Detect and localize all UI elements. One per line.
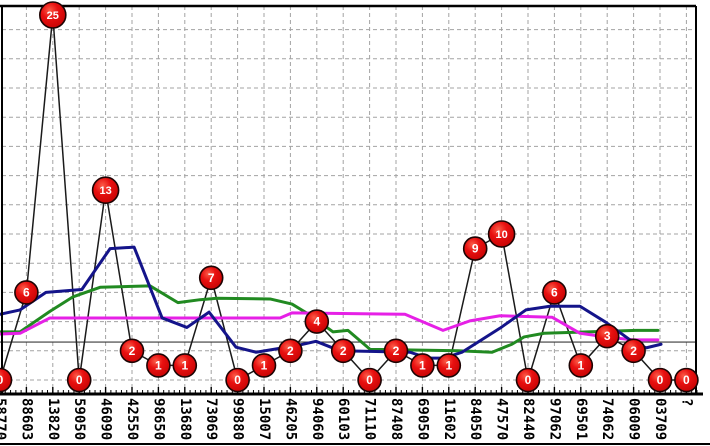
x-axis-label: 84050 <box>467 398 483 440</box>
marker-value: 2 <box>393 344 400 358</box>
x-axis <box>0 387 703 396</box>
x-axis-label: 13680 <box>177 398 193 440</box>
marker-value: 6 <box>23 285 30 299</box>
marker-ball <box>487 220 516 248</box>
marker-ball <box>225 367 250 393</box>
x-axis-label: 03709 <box>652 398 668 440</box>
marker-ball <box>198 265 224 291</box>
marker-value: 1 <box>577 358 584 372</box>
x-axis-label: 98650 <box>150 398 166 440</box>
x-axis-label: 87408 <box>388 398 404 440</box>
marker-value: 2 <box>630 344 637 358</box>
x-axis-label: 74062 <box>599 398 615 440</box>
marker-ball <box>278 338 303 364</box>
x-axis-label: 71110 <box>362 398 378 440</box>
marker-value: 0 <box>657 373 664 387</box>
x-axis-label: 82440 <box>520 398 536 440</box>
marker-value: 2 <box>129 344 136 358</box>
marker-ball <box>66 367 92 393</box>
x-axis-label: 06009 <box>626 398 642 440</box>
marker-value: 0 <box>683 373 690 387</box>
marker-value: 7 <box>208 271 215 285</box>
marker-ball <box>330 338 356 364</box>
marker-value: 10 <box>495 229 507 241</box>
marker-ball <box>0 367 13 393</box>
x-axis-label: 13820 <box>45 398 61 440</box>
series-trend-navy-line <box>0 245 663 360</box>
marker-value: 0 <box>366 373 373 387</box>
marker-value: 2 <box>340 344 347 358</box>
marker-value: 1 <box>155 358 162 372</box>
marker-ball <box>357 367 382 393</box>
marker-value: 1 <box>261 358 268 372</box>
x-axis-label: 15007 <box>256 398 272 440</box>
marker-ball <box>515 367 541 393</box>
x-axis-label: 60103 <box>335 398 351 440</box>
x-axis-label: 46205 <box>282 398 298 440</box>
marker-ball <box>410 353 435 378</box>
marker-value: 1 <box>445 358 452 372</box>
marker-ball <box>542 280 567 305</box>
data-point-markers: 062501321170124202119100613200 <box>0 1 699 393</box>
x-axis-label: 97062 <box>546 398 562 440</box>
series-trend-green-line <box>0 284 660 354</box>
marker-value: 1 <box>419 358 426 372</box>
marker-ball <box>91 176 120 204</box>
x-axis-label: 58770 <box>0 398 8 440</box>
x-axis-label: 73069 <box>203 398 219 440</box>
marker-ball <box>621 338 646 364</box>
x-axis-label: 99880 <box>230 398 246 440</box>
marker-value: 0 <box>0 373 4 387</box>
marker-ball <box>462 236 488 261</box>
marker-ball <box>251 353 277 378</box>
marker-value: 2 <box>287 344 294 358</box>
marker-ball <box>674 367 699 393</box>
marker-value: 9 <box>472 242 479 256</box>
marker-value: 25 <box>47 10 59 22</box>
x-axis-label: 94060 <box>309 398 325 440</box>
marker-value: 6 <box>551 285 558 299</box>
x-axis-labels: 58770 88603 13820 59050 46090 42550 98650 13680… <box>0 398 694 440</box>
x-axis-label: 42550 <box>124 398 140 440</box>
marker-value: 0 <box>234 373 241 387</box>
marker-value: 0 <box>525 373 532 387</box>
marker-ball <box>383 338 409 364</box>
x-axis-label: 69050 <box>414 398 430 440</box>
marker-value: 3 <box>604 329 611 343</box>
x-axis-label: 11602 <box>441 398 457 440</box>
marker-ball <box>146 353 171 378</box>
marker-ball <box>14 280 39 305</box>
marker-ball <box>647 367 673 393</box>
marker-ball <box>436 353 462 378</box>
marker-ball <box>594 323 620 349</box>
marker-value: 13 <box>99 185 111 197</box>
gridlines <box>2 6 696 393</box>
marker-ball <box>119 338 145 364</box>
x-axis-label: 59050 <box>71 398 87 440</box>
marker-ball <box>568 353 594 378</box>
x-axis-label: 47570 <box>494 398 510 440</box>
x-axis-label: 88603 <box>18 398 34 440</box>
marker-ball <box>172 353 198 378</box>
x-axis-label: ? <box>678 398 694 406</box>
marker-value: 1 <box>181 358 188 372</box>
marker-ball <box>304 309 330 334</box>
marker-ball <box>38 1 67 29</box>
x-axis-label: 69501 <box>573 398 589 440</box>
plot-frame <box>0 4 710 445</box>
marker-value: 0 <box>76 373 83 387</box>
marker-value: 4 <box>313 315 320 329</box>
x-axis-label: 46090 <box>98 398 114 440</box>
